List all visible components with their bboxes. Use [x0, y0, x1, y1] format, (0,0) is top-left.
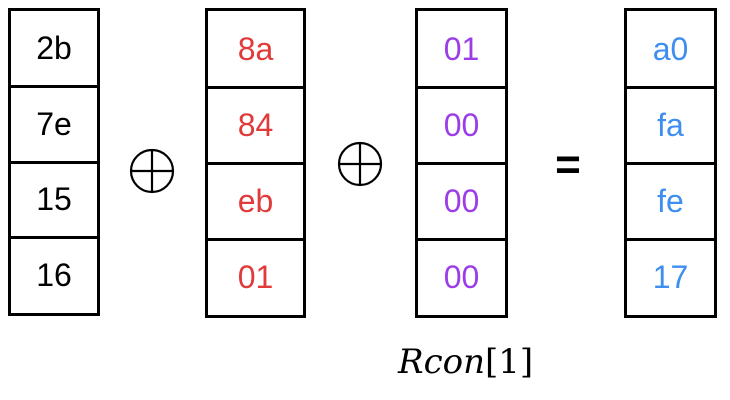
cell-divider [627, 161, 714, 165]
cell-divider [627, 85, 714, 89]
column-rcon-cell: 00 [443, 106, 480, 143]
column-rcon-cell: 01 [443, 30, 480, 67]
cell-divider [11, 160, 97, 164]
column-result-cell: 17 [652, 258, 689, 295]
cell-divider [11, 85, 97, 88]
cell-divider [208, 237, 303, 241]
column-word: 2b 7e 15 16 [8, 8, 100, 316]
xor-operator-icon [129, 148, 175, 194]
cell-divider [208, 85, 303, 89]
column-result-cell: fa [657, 106, 684, 143]
column-word-cell: 2b [36, 30, 72, 67]
column-subword-cell: eb [237, 182, 274, 219]
cell-divider [418, 85, 505, 89]
cell-divider [418, 237, 505, 241]
cell-divider [208, 161, 303, 165]
column-rcon-cell: 00 [443, 258, 480, 295]
column-subword-cell: 8a [237, 30, 274, 67]
column-result-cell: a0 [652, 30, 689, 67]
column-subword-cell: 84 [237, 106, 274, 143]
column-result: a0 fa fe 17 [624, 8, 717, 318]
column-result-cell: fe [657, 182, 684, 219]
column-word-cell: 7e [36, 105, 72, 142]
column-subword-cell: 01 [237, 258, 274, 295]
rcon-label-name: Rcon [398, 342, 486, 382]
column-subword: 8a 84 eb 01 [205, 8, 306, 318]
column-rcon: 01 00 00 00 [415, 8, 508, 318]
cell-divider [418, 161, 505, 165]
column-word-cell: 16 [36, 256, 72, 293]
xor-operator-icon [337, 141, 383, 187]
column-rcon-cell: 00 [443, 182, 480, 219]
rcon-label: Rcon[1] [398, 342, 533, 382]
column-word-cell: 15 [36, 181, 72, 218]
rcon-label-index: [1] [485, 342, 534, 382]
cell-divider [11, 236, 97, 239]
cell-divider [627, 237, 714, 241]
equals-sign: = [555, 140, 581, 189]
